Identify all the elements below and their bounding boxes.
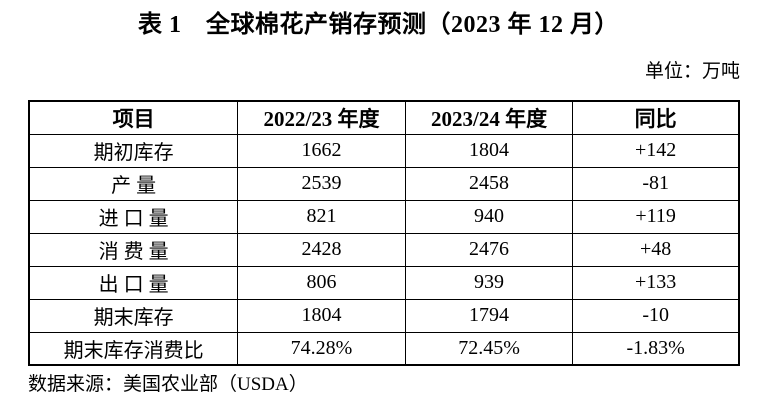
value-2022-23: 806 [237, 265, 406, 300]
value-yoy: +119 [572, 199, 740, 234]
value-yoy: -1.83% [572, 331, 740, 366]
value-yoy: -81 [572, 166, 740, 201]
value-2022-23: 2428 [237, 232, 406, 267]
value-2023-24: 1794 [404, 298, 574, 333]
value-2022-23: 821 [237, 199, 406, 234]
row-label: 期末库存消费比 [28, 331, 239, 366]
document-page: 表 1 全球棉花产销存预测（2023 年 12 月） 单位：万吨 项目 2022… [0, 9, 757, 415]
data-source: 数据来源：美国农业部（USDA） [28, 374, 308, 395]
table-row-beginning-stocks: 期初库存 1662 1804 +142 [28, 133, 740, 168]
header-item: 项目 [28, 100, 239, 135]
table-row-imports: 进 口 量 821 940 +119 [28, 199, 740, 234]
value-2023-24: 2476 [404, 232, 574, 267]
header-yoy: 同比 [572, 100, 740, 135]
table-row-production: 产 量 2539 2458 -81 [28, 166, 740, 201]
value-2022-23: 2539 [237, 166, 406, 201]
value-yoy: -10 [572, 298, 740, 333]
table-row-consumption: 消 费 量 2428 2476 +48 [28, 232, 740, 267]
row-label: 期末库存 [28, 298, 239, 333]
row-label: 消 费 量 [28, 232, 239, 267]
value-yoy: +133 [572, 265, 740, 300]
table-header-row: 项目 2022/23 年度 2023/24 年度 同比 [28, 100, 740, 135]
value-2022-23: 1804 [237, 298, 406, 333]
cotton-forecast-table: 项目 2022/23 年度 2023/24 年度 同比 期初库存 1662 18… [28, 100, 740, 366]
value-yoy: +48 [572, 232, 740, 267]
row-label: 进 口 量 [28, 199, 239, 234]
value-2023-24: 940 [404, 199, 574, 234]
row-label: 期初库存 [28, 133, 239, 168]
header-year-2023-24: 2023/24 年度 [404, 100, 574, 135]
row-label: 出 口 量 [28, 265, 239, 300]
table-row-exports: 出 口 量 806 939 +133 [28, 265, 740, 300]
table-row-ending-stocks: 期末库存 1804 1794 -10 [28, 298, 740, 333]
value-2023-24: 939 [404, 265, 574, 300]
table-title: 表 1 全球棉花产销存预测（2023 年 12 月） [138, 12, 619, 38]
unit-label: 单位：万吨 [644, 61, 740, 82]
value-2023-24: 1804 [404, 133, 574, 168]
row-label: 产 量 [28, 166, 239, 201]
value-2023-24: 2458 [404, 166, 574, 201]
header-year-2022-23: 2022/23 年度 [237, 100, 406, 135]
value-2023-24: 72.45% [404, 331, 574, 366]
table-row-stocks-to-use-ratio: 期末库存消费比 74.28% 72.45% -1.83% [28, 331, 740, 366]
value-yoy: +142 [572, 133, 740, 168]
value-2022-23: 1662 [237, 133, 406, 168]
value-2022-23: 74.28% [237, 331, 406, 366]
